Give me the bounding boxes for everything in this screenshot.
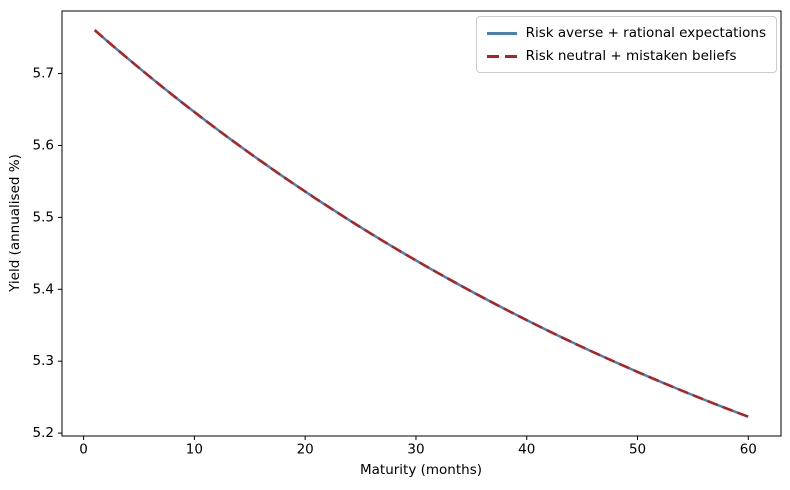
x-tick-label: 20: [297, 442, 314, 458]
legend-item-risk-averse: Risk averse + rational expectations: [486, 25, 766, 41]
y-axis-label: Yield (annualised %): [7, 154, 23, 292]
x-tick-label: 30: [407, 442, 424, 458]
y-tick-label: 5.2: [33, 425, 54, 441]
x-axis-label: Maturity (months): [359, 462, 483, 478]
legend-label-risk-neutral: Risk neutral + mistaken beliefs: [525, 48, 737, 64]
legend-item-risk-neutral: Risk neutral + mistaken beliefs: [486, 48, 766, 64]
series-line-risk-averse: [93, 29, 749, 418]
y-tick-label: 5.7: [33, 66, 54, 82]
axes-frame: [61, 10, 782, 437]
series-line-risk-neutral: [93, 29, 749, 418]
y-tick-label: 5.5: [33, 209, 54, 225]
x-tick-label: 60: [740, 442, 757, 458]
legend: Risk averse + rational expectations Risk…: [475, 16, 777, 73]
x-tick-label: 10: [186, 442, 203, 458]
x-tick-label: 0: [79, 442, 88, 458]
red-dashed-line-swatch: [486, 54, 517, 58]
y-tick-label: 5.4: [33, 281, 54, 297]
y-tick-label: 5.3: [33, 353, 54, 369]
blue-solid-line-swatch: [486, 31, 517, 35]
x-tick-label: 40: [518, 442, 535, 458]
y-tick-label: 5.6: [33, 137, 54, 153]
x-tick-label: 50: [629, 442, 646, 458]
legend-label-risk-averse: Risk averse + rational expectations: [525, 25, 766, 41]
